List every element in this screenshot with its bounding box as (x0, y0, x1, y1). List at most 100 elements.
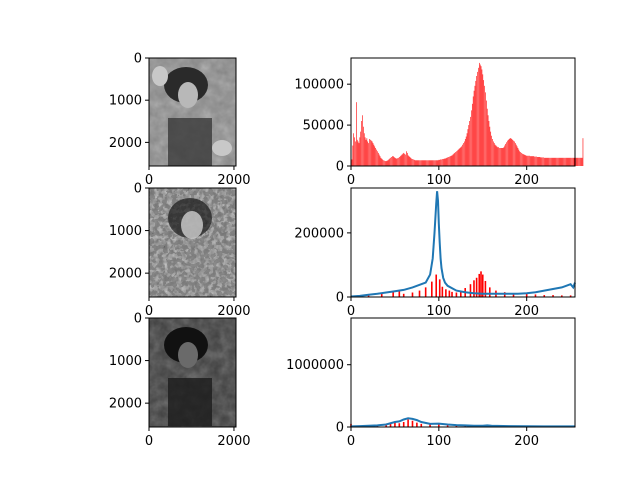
histogram-bar (552, 157, 554, 166)
histogram-bar (413, 159, 414, 166)
histogram-bar (525, 155, 527, 166)
histogram-bar (562, 157, 564, 166)
histogram-bar (363, 133, 365, 166)
histogram-bar (537, 157, 539, 166)
histogram-bar (467, 129, 469, 166)
histogram-bar (582, 138, 584, 166)
histogram-bar (561, 295, 563, 297)
histogram-bar (565, 157, 567, 166)
histogram-bar (558, 157, 560, 166)
histogram-bar (576, 157, 578, 166)
histogram-bar (469, 121, 470, 166)
image-panel-darkened (148, 317, 237, 428)
histogram-bar (371, 141, 373, 166)
histogram-bar (456, 151, 457, 166)
histogram-bar (512, 139, 513, 166)
histogram-panel-original (350, 57, 584, 167)
histogram-bar (569, 295, 572, 297)
histogram-bar (356, 139, 358, 166)
histogram-bar (577, 157, 578, 166)
histogram-bar (486, 108, 488, 166)
histogram-bar (407, 419, 409, 427)
histogram-bar (392, 156, 393, 166)
x-tick-label: 0 (145, 173, 153, 188)
histogram-bar (500, 148, 501, 166)
histogram-bar (455, 292, 458, 297)
histogram-bar (373, 144, 375, 166)
image-frame (148, 187, 237, 298)
image-frame (148, 57, 237, 167)
histogram-bar (450, 155, 452, 166)
y-tick-label: 1000 (109, 94, 142, 109)
y-tick-label: 200000 (294, 226, 344, 241)
histogram-bar (580, 157, 581, 166)
x-tick-label: 100 (426, 173, 451, 188)
histogram-bar (370, 139, 371, 166)
histogram-bar (550, 157, 551, 166)
histogram-bar (529, 155, 530, 166)
histogram-bar (478, 273, 481, 297)
histogram-bar (565, 157, 566, 166)
histogram-bar (484, 85, 485, 166)
histogram-marks (350, 191, 576, 298)
histogram-bar (431, 281, 433, 297)
histogram-panel-darkened (350, 317, 576, 428)
histogram-bar (416, 160, 418, 166)
histogram-bar (571, 157, 572, 166)
histogram-bar (475, 277, 478, 297)
histogram-bar (418, 290, 421, 297)
histogram-bar (438, 424, 440, 427)
histogram-bar (375, 148, 376, 166)
histogram-bar (419, 160, 420, 166)
histogram-bar (464, 141, 465, 166)
histogram-bar (532, 156, 534, 166)
plot-frame (350, 317, 576, 428)
histogram-bar (420, 423, 423, 427)
histogram-bar (389, 422, 392, 427)
histogram-bar (506, 142, 507, 166)
histogram-bar (418, 160, 419, 166)
histogram-bar (414, 159, 415, 166)
histogram-bar (557, 157, 558, 166)
histogram-bar (374, 146, 376, 166)
x-tick-label: 2000 (217, 173, 250, 188)
histogram-bar (507, 140, 508, 166)
histogram-bar (528, 155, 529, 166)
cdf-line (350, 191, 576, 298)
histogram-bar (553, 157, 555, 166)
histogram-bar (407, 155, 409, 166)
histogram-bar (369, 139, 370, 166)
histogram-bar (394, 421, 396, 427)
histogram-bar (392, 292, 394, 297)
histogram-bar (398, 291, 401, 297)
histogram-bar (385, 161, 387, 166)
histogram-bar (493, 141, 494, 166)
histogram-bar (448, 157, 449, 166)
histogram-bar (479, 62, 480, 167)
histogram-bar (473, 280, 475, 297)
y-tick-label: 1000000 (286, 358, 344, 373)
histogram-bar (480, 66, 482, 166)
histogram-bar (512, 293, 515, 297)
x-tick-label: 0 (347, 304, 355, 319)
histogram-bar (386, 160, 388, 166)
x-tick-label: 0 (145, 434, 153, 449)
histogram-bar (566, 157, 568, 166)
histogram-bar (445, 158, 447, 166)
histogram-bar (560, 157, 562, 166)
histogram-bar (358, 143, 360, 166)
right-hand-shape (212, 140, 232, 156)
histogram-bar (451, 155, 453, 166)
histogram-bar (570, 157, 571, 166)
x-tick-label: 200 (514, 434, 539, 449)
histogram-bar (558, 157, 559, 166)
histogram-bar (559, 157, 561, 166)
histogram-bar (411, 292, 414, 297)
histogram-bar (488, 121, 490, 166)
histogram-bar (379, 156, 381, 166)
histogram-bar (468, 125, 470, 166)
histogram-bar (542, 157, 543, 166)
histogram-bar (580, 157, 582, 166)
histogram-bar (572, 157, 573, 166)
histogram-bar (538, 157, 540, 166)
